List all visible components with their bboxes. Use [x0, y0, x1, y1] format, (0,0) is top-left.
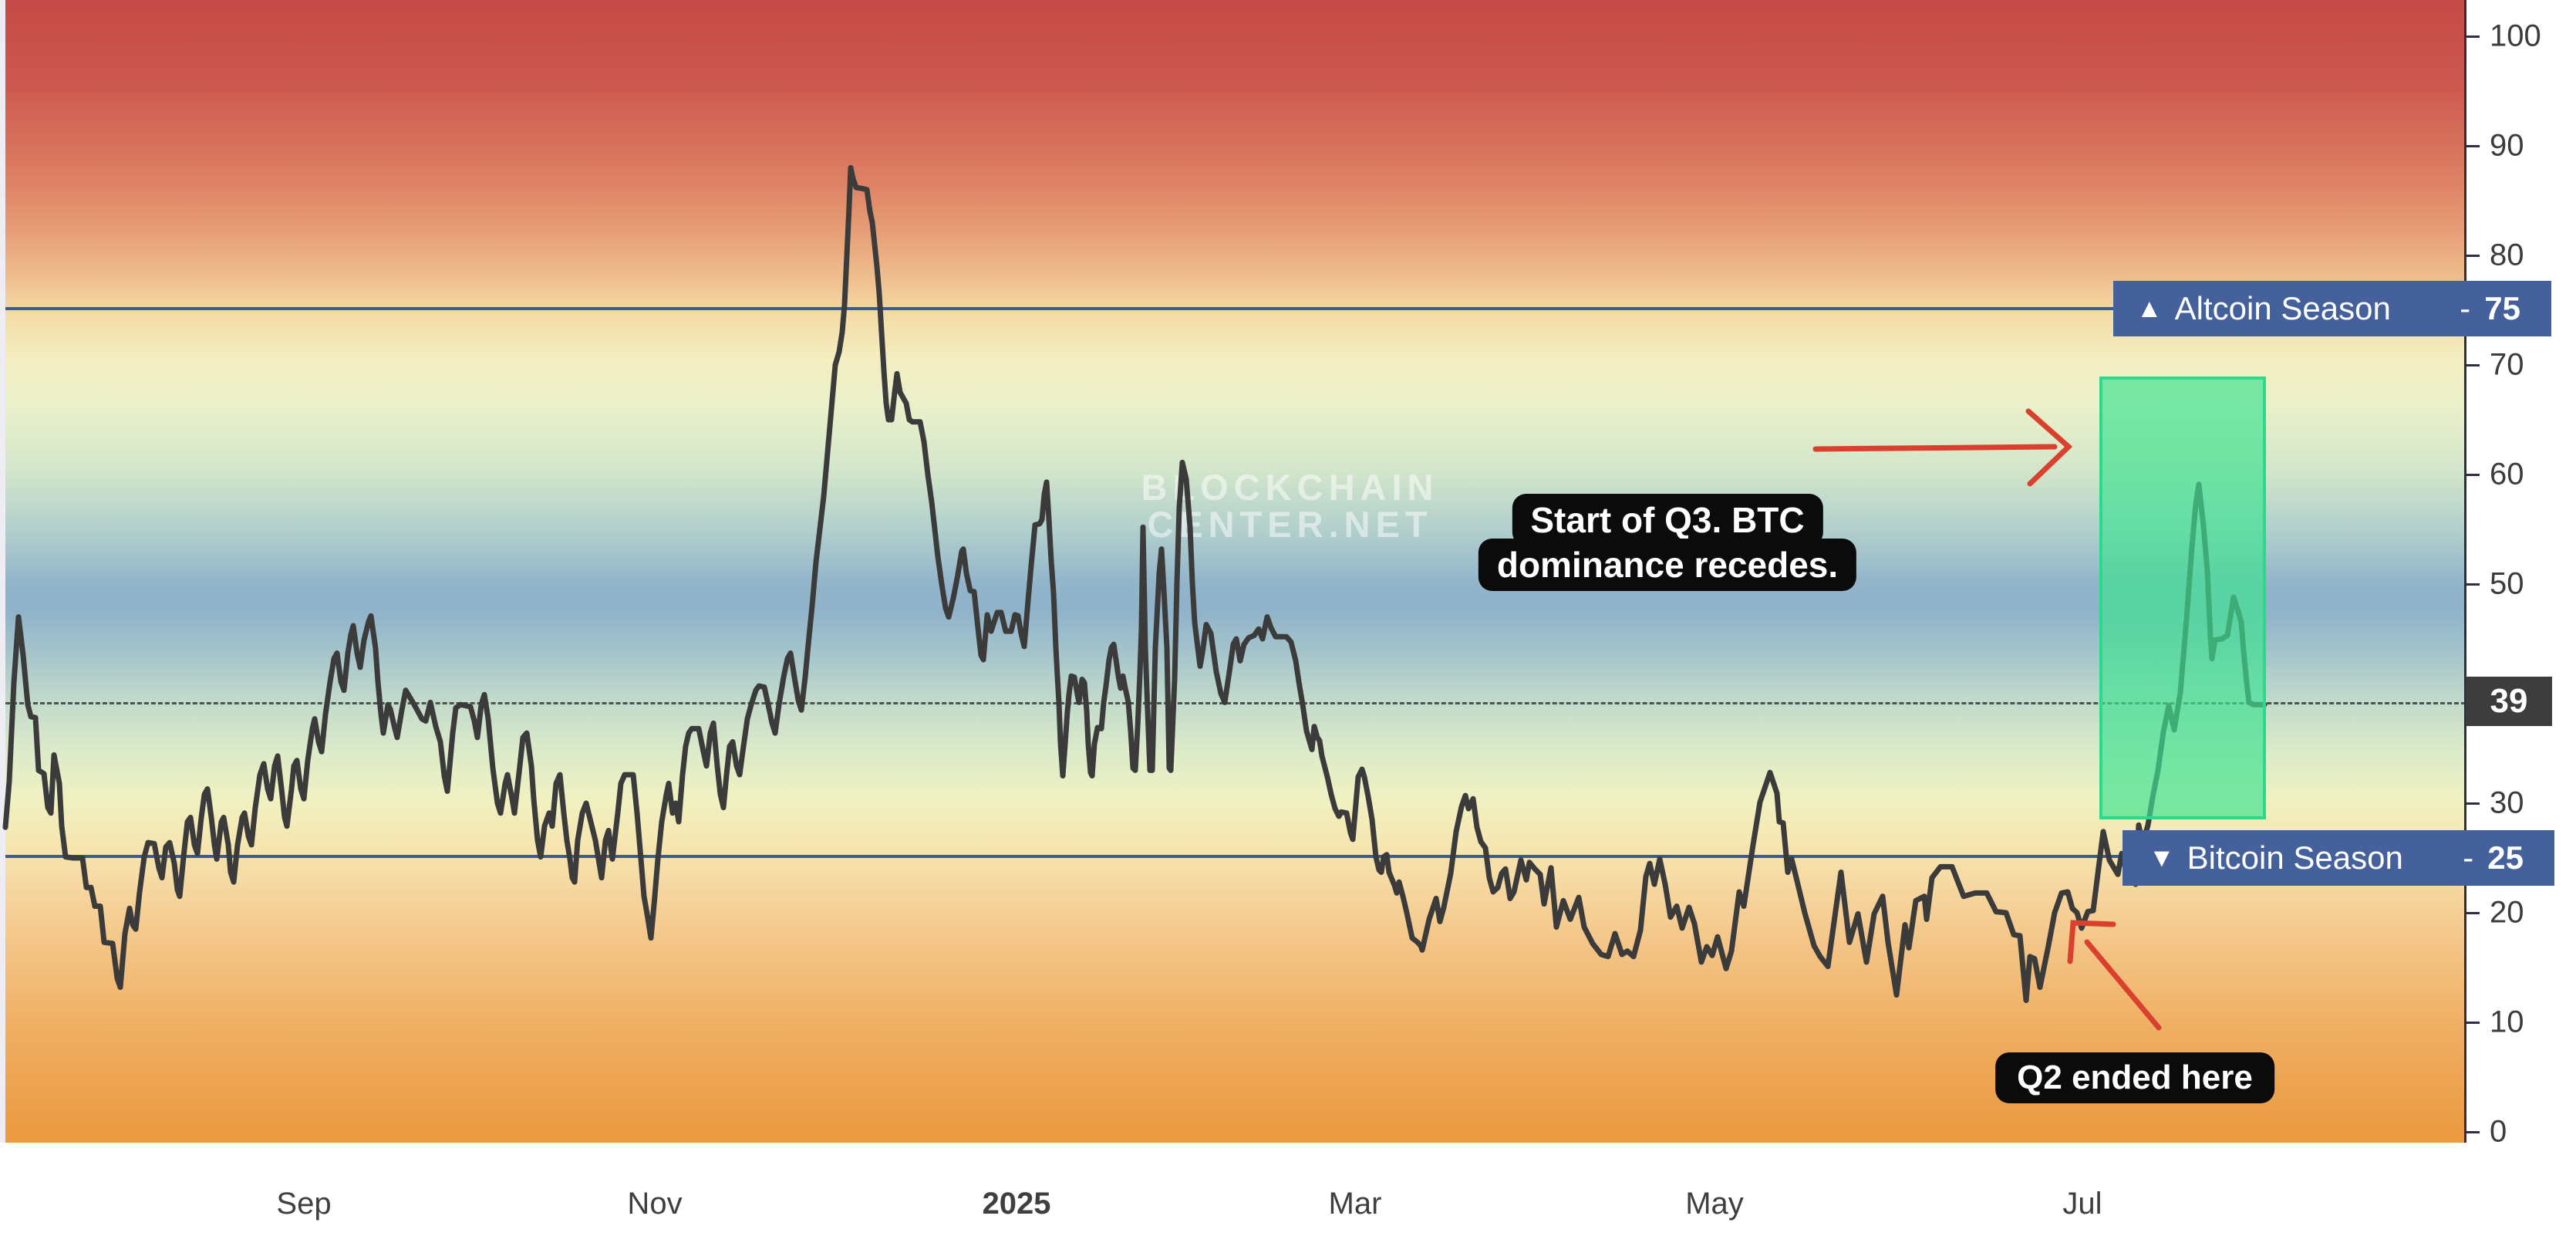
q3-annotation: Start of Q3. BTC dominance recedes. — [1478, 494, 1857, 591]
watermark: BLOCKCHAIN CENTER.NET — [1080, 469, 1500, 543]
y-tick-30 — [2464, 802, 2480, 805]
left-margin — [0, 0, 5, 1143]
triangle-down-icon: ▼ — [2149, 843, 2175, 873]
q2-annotation-text: Q2 ended here — [1995, 1052, 2274, 1103]
y-tick-label-90: 90 — [2490, 128, 2524, 163]
current-value-dashed-line — [5, 702, 2466, 704]
month-label-May: May — [1685, 1187, 1744, 1221]
y-tick-0 — [2464, 1130, 2480, 1133]
y-tick-label-60: 60 — [2490, 457, 2524, 491]
y-axis-line — [2464, 0, 2466, 1143]
bitcoin-dash: - — [2463, 839, 2474, 876]
y-tick-label-70: 70 — [2490, 347, 2524, 382]
y-tick-label-50: 50 — [2490, 566, 2524, 601]
watermark-line1: BLOCKCHAIN — [1141, 467, 1439, 508]
y-tick-label-20: 20 — [2490, 895, 2524, 930]
altcoin-threshold-line — [5, 307, 2464, 310]
y-tick-label-100: 100 — [2490, 19, 2541, 53]
altcoin-threshold-value: 75 — [2484, 290, 2520, 326]
y-tick-label-10: 10 — [2490, 1005, 2524, 1039]
q3-annotation-line1: Start of Q3. BTC — [1512, 494, 1823, 546]
y-tick-70 — [2464, 363, 2480, 366]
y-tick-label-80: 80 — [2490, 238, 2524, 272]
q3-highlight-box — [2099, 377, 2266, 819]
month-label-Nov: Nov — [627, 1187, 683, 1221]
y-tick-20 — [2464, 911, 2480, 914]
y-tick-label-30: 30 — [2490, 785, 2524, 820]
altcoin-season-label: ▲ Altcoin Season - 75 — [2113, 281, 2551, 336]
y-tick-label-0: 0 — [2490, 1114, 2507, 1149]
month-label-Sep: Sep — [276, 1187, 332, 1221]
triangle-up-icon: ▲ — [2136, 293, 2163, 323]
month-label-2025: 2025 — [982, 1187, 1051, 1221]
watermark-line2: CENTER.NET — [1147, 503, 1433, 545]
y-tick-60 — [2464, 473, 2480, 476]
q3-annotation-line2: dominance recedes. — [1478, 539, 1857, 591]
altcoin-dash: - — [2460, 290, 2471, 326]
month-label-Jul: Jul — [2062, 1187, 2102, 1221]
current-value-badge: 39 — [2466, 677, 2552, 726]
bitcoin-threshold-value: 25 — [2487, 839, 2524, 876]
bitcoin-threshold-line — [5, 855, 2464, 858]
q2-annotation: Q2 ended here — [1995, 1052, 2274, 1103]
bitcoin-season-text: Bitcoin Season — [2187, 839, 2403, 876]
bitcoin-season-label: ▼ Bitcoin Season - 25 — [2123, 830, 2554, 886]
y-tick-90 — [2464, 144, 2480, 147]
y-tick-50 — [2464, 583, 2480, 586]
y-tick-10 — [2464, 1021, 2480, 1024]
altcoin-season-text: Altcoin Season — [2174, 290, 2391, 326]
y-tick-80 — [2464, 254, 2480, 257]
y-tick-100 — [2464, 35, 2480, 38]
month-label-Mar: Mar — [1328, 1187, 1382, 1221]
season-gradient-background — [5, 0, 2464, 1143]
